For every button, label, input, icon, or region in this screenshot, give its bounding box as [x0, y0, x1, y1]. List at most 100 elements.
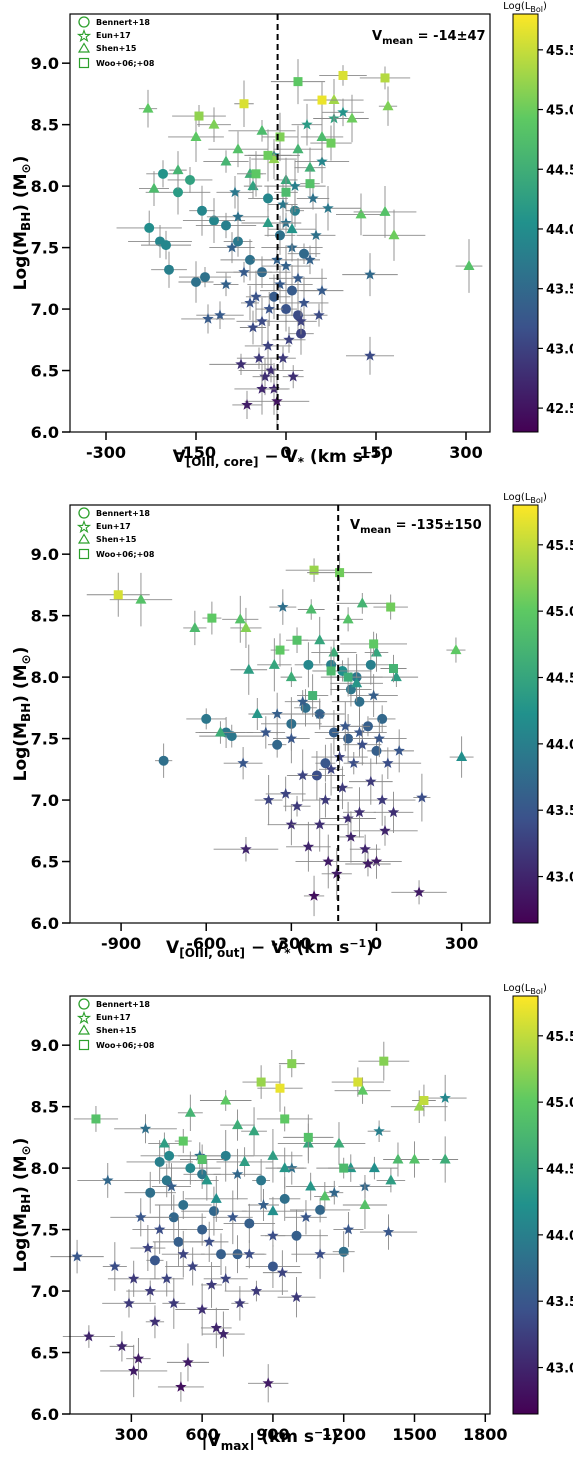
data-point-star: [310, 229, 322, 241]
data-point-triangle: [201, 1174, 213, 1185]
data-point-circle: [233, 236, 243, 247]
data-point-star: [232, 210, 244, 222]
data-point-square: [275, 1083, 285, 1093]
data-point-triangle: [267, 1205, 279, 1216]
data-point-triangle: [268, 153, 280, 164]
y-tick-label: 6.0: [31, 1405, 59, 1424]
data-point-star: [123, 1297, 135, 1309]
data-point-triangle: [328, 94, 340, 105]
data-point-star: [373, 1125, 385, 1137]
data-point-star: [413, 886, 425, 898]
data-point-star: [214, 309, 226, 321]
data-point-circle: [197, 205, 207, 216]
data-point-triangle: [357, 1084, 369, 1095]
colorbar-tick-label: 44.0: [546, 738, 573, 753]
data-point-star: [71, 1250, 83, 1262]
data-point-star: [297, 695, 309, 707]
data-point-circle: [178, 1200, 189, 1210]
data-point-star: [274, 278, 286, 290]
colorbar-title-1: Log(LBol): [503, 1, 547, 14]
data-point-circle: [343, 733, 354, 744]
x-tick-label: -300: [86, 443, 126, 462]
data-point-circle: [377, 713, 388, 724]
data-point-star: [280, 260, 292, 271]
data-point-square: [280, 1114, 290, 1124]
data-point-triangle: [214, 726, 226, 737]
colorbar-tick-label: 44.5: [546, 163, 573, 178]
data-point-star: [348, 757, 360, 768]
colorbar-gradient-1: [512, 13, 539, 433]
data-point-square: [197, 1155, 207, 1165]
legend-label-shen: Shen+15: [96, 1026, 137, 1035]
legend-marker-woo: [78, 1039, 90, 1051]
data-point-star: [364, 268, 376, 280]
points-layer-2: [86, 553, 474, 917]
y-axis-label-1: Log(MBH) (M⊙): [11, 156, 33, 291]
data-point-star: [337, 106, 349, 118]
data-point-star: [291, 800, 303, 812]
data-point-circle: [315, 1204, 326, 1215]
data-point-star: [295, 315, 307, 327]
data-point-star: [314, 818, 326, 830]
data-point-square: [251, 169, 261, 179]
data-point-square: [338, 70, 348, 80]
colorbar-tick-label: 43.0: [546, 342, 573, 357]
colorbar-tick-label: 43.5: [546, 804, 573, 819]
data-point-circle: [256, 1175, 267, 1186]
data-point-star: [319, 794, 332, 805]
data-point-star: [231, 1168, 244, 1180]
data-point-circle: [220, 1150, 231, 1161]
legend-marker-bennert: [78, 507, 90, 519]
x-tick-label: 300: [449, 443, 482, 462]
data-point-circle: [154, 1156, 165, 1167]
data-point-circle: [185, 174, 195, 185]
legend-marker-shen: [77, 42, 91, 53]
data-point-star: [262, 1377, 274, 1389]
data-point-square: [292, 635, 302, 645]
data-point-star: [161, 1272, 173, 1284]
colorbar-tick-label: 43.0: [546, 871, 573, 886]
data-point-circle: [191, 277, 201, 288]
data-point-square: [303, 1132, 313, 1142]
data-point-star: [308, 890, 320, 901]
data-point-star: [276, 1266, 289, 1278]
data-point-square: [419, 1096, 429, 1105]
data-point-star: [367, 689, 380, 701]
data-point-triangle: [190, 130, 202, 141]
data-point-triangle: [234, 613, 246, 624]
legend-label-bennert: Bennert+18: [96, 509, 150, 518]
data-point-square: [335, 568, 345, 578]
data-point-square: [194, 111, 204, 121]
data-point-star: [336, 781, 349, 793]
data-point-triangle: [184, 1106, 196, 1117]
data-point-star: [300, 1211, 312, 1223]
data-point-circle: [209, 215, 219, 226]
data-point-star: [339, 720, 351, 732]
data-point-star: [165, 1180, 178, 1192]
data-point-triangle: [356, 597, 368, 608]
data-point-circle: [263, 193, 273, 204]
data-point-star: [362, 858, 374, 869]
data-point-square: [379, 1056, 389, 1066]
data-point-triangle: [342, 613, 354, 624]
y-tick-label: 8.0: [31, 177, 59, 196]
data-point-star: [243, 1248, 255, 1259]
data-point-triangle: [382, 100, 394, 111]
data-point-star: [302, 840, 315, 852]
x-tick-label: 150: [359, 443, 392, 462]
y-tick-label: 7.5: [31, 1221, 59, 1240]
x-tick-label: 300: [445, 934, 478, 953]
legend-label-woo: Woo+06;+08: [96, 550, 155, 559]
colorbar-1: 42.5 43.0 43.5 44.0 44.5 45.0 45.5 Log(LBol): [503, 1, 573, 433]
data-point-star: [234, 1297, 246, 1309]
data-point-circle: [149, 1255, 160, 1266]
data-point-star: [109, 1260, 121, 1272]
data-point-triangle: [251, 708, 263, 718]
y-tick-label: 7.0: [31, 791, 59, 810]
data-point-star: [298, 296, 310, 308]
data-point-star: [226, 241, 238, 253]
data-point-triangle: [220, 155, 232, 166]
scatter-panel-1: -300 -150 0 150 300 6.0 6.5 7.0 7.5 8.0 8.5 9.0 V[…: [11, 1, 573, 469]
colorbar-tick-label: 44.0: [546, 223, 573, 238]
y-tick-label: 6.5: [31, 362, 59, 381]
